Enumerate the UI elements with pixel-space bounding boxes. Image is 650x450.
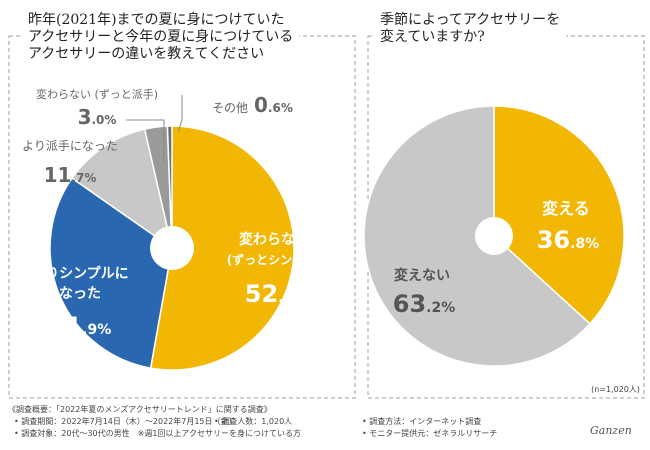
footnote-period: • 調査期間：2022年7月14日（木）〜2022年7月15日（金） [14, 417, 237, 426]
slice-label-a-line-1: 変わらない [239, 231, 309, 248]
right-chart-title: 季節によってアクセサリーを 変えていますか? [374, 12, 567, 46]
leader-line-d [126, 119, 165, 162]
slice-label-c: より派手になった [22, 139, 118, 153]
slice-label-b-line-2: なった [59, 286, 101, 302]
slice-value-c: 11.7% [44, 163, 97, 187]
slice2-value-a: 36.8% [537, 226, 600, 254]
footnote-provider: • モニター提供元：ゼネラルリサーチ [362, 429, 498, 438]
pie-chart-seasonal-change [363, 105, 625, 367]
right-title-line-2: 変えていますか? [380, 29, 485, 45]
pie-slice-e [166, 125, 173, 249]
slice2-label-b: 変えない [394, 267, 450, 284]
right-title-line-1: 季節によってアクセサリーを [380, 12, 561, 28]
left-title-line-1: 昨年(2021年)までの夏に身につけていた [28, 12, 285, 28]
pie-center-hole [475, 217, 513, 255]
left-title-line-2: アクセサリーと今年の夏に身につけている [28, 29, 294, 45]
pie-slice-c [70, 128, 174, 250]
signature-logo: Ganzen [590, 424, 632, 437]
slice2-label-a: 変える [542, 199, 590, 218]
slice-value-b: 31.9% [49, 312, 112, 340]
footnote-target: • 調査対象：20代〜30代の男性 ※週1回以上アクセサリーを身につけている方 [14, 429, 302, 438]
slice-label-d: 変わらない (ずっと派手) [36, 87, 158, 101]
slice-value-d: 3.0% [78, 105, 117, 129]
slice-label-a-line-2: (ずっとシンプル) [227, 252, 322, 267]
pie-center-hole [150, 226, 194, 270]
pie-slice-a [149, 125, 295, 371]
pie-chart-accessory-change [49, 125, 295, 371]
slice2-value-b: 63.2% [393, 290, 456, 318]
pie-slice-b [49, 177, 173, 369]
footnote-method: • 調査方法：インターネット調査 [362, 417, 482, 426]
slice-label-b-line-1: よりシンプルに [31, 266, 128, 282]
slice-value-a: 52.8% [245, 280, 308, 308]
left-chart-title: 昨年(2021年)までの夏に身につけていた アクセサリーと今年の夏に身につけてい… [22, 12, 300, 63]
left-panel-border [8, 35, 356, 399]
slice-label-e: その他 [212, 101, 248, 115]
left-title-line-3: アクセサリーの違いを教えてください [28, 46, 265, 62]
sample-size-note: (n=1,020人) [591, 385, 640, 394]
pie-slice-a [493, 105, 625, 325]
footnote-overview: 《調査概要：「2022年夏のメンズアクセサリートレンド」に関する調査》 [8, 405, 272, 414]
leader-line-e [177, 95, 183, 133]
slice-value-e: 0.6% [254, 93, 293, 117]
footnote-respondents: • 調査人数：1,020人 [214, 417, 293, 426]
